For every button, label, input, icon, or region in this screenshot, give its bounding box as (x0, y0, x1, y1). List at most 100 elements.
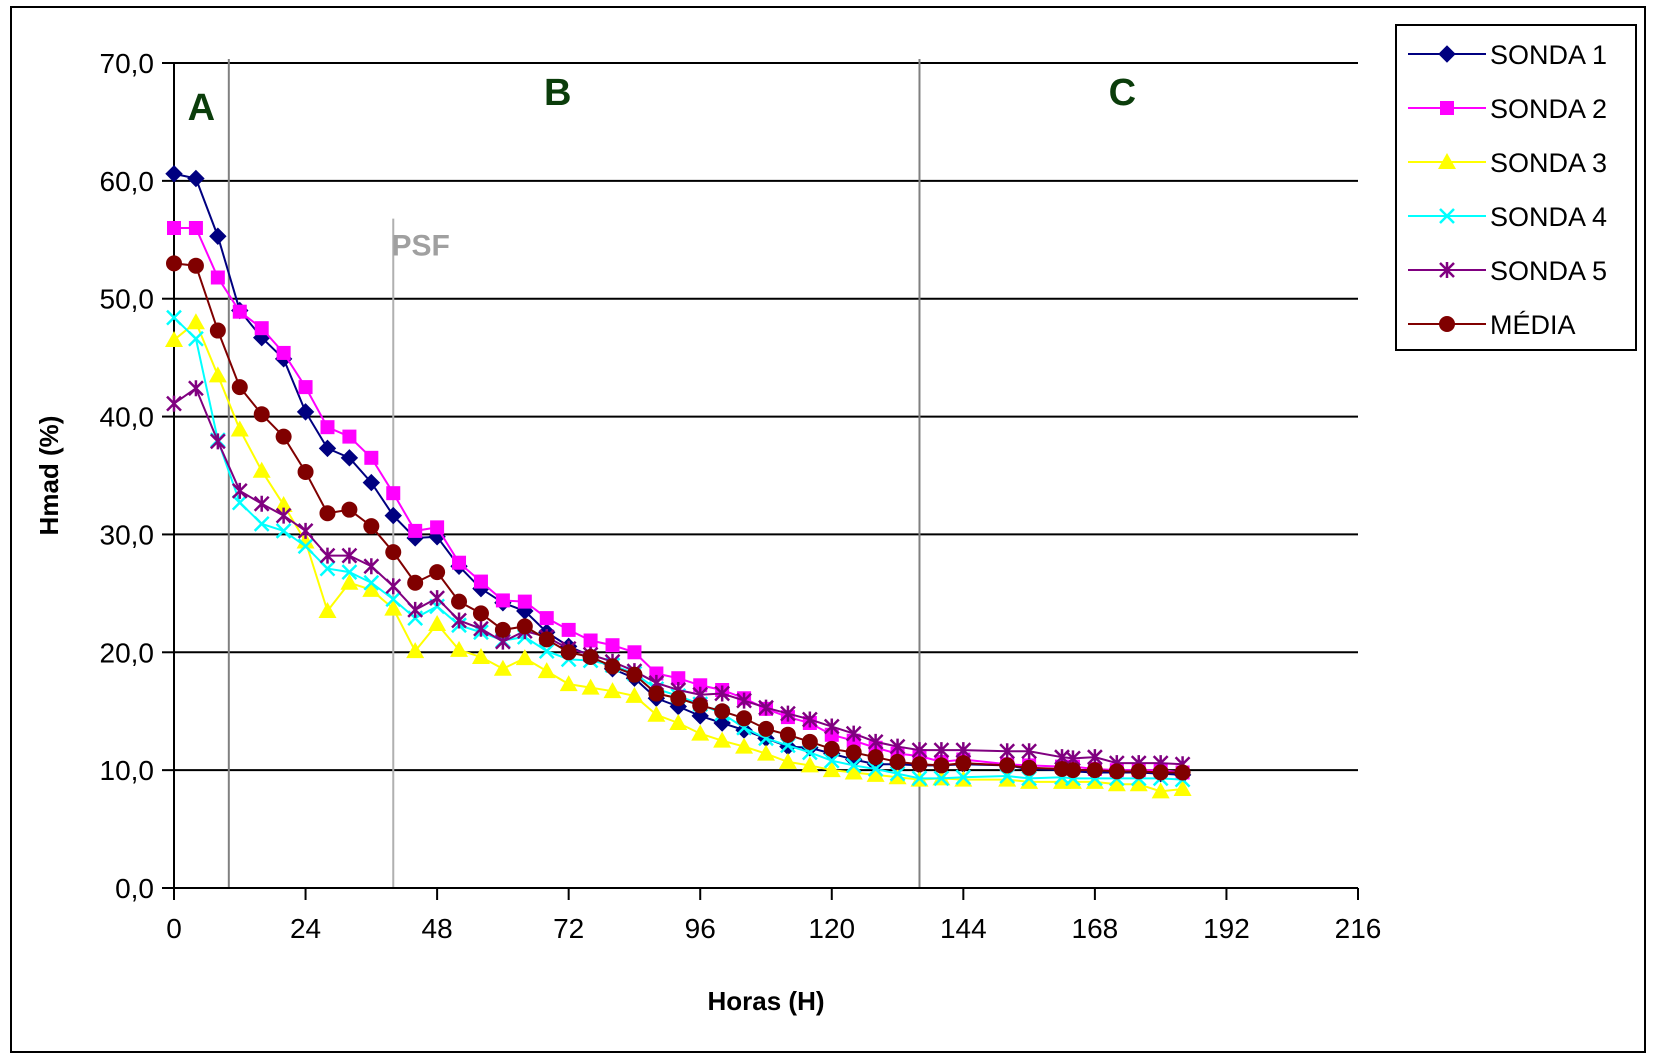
data-point (297, 522, 314, 539)
data-point (1085, 772, 1104, 789)
data-point (999, 743, 1016, 760)
data-point (209, 433, 226, 450)
x-tick-label: 96 (685, 913, 716, 944)
y-tick-label: 0,0 (115, 873, 154, 904)
data-point (297, 463, 314, 480)
data-point (165, 330, 183, 347)
data-point (363, 518, 380, 535)
series-line (173, 316, 1183, 781)
data-point (298, 380, 313, 395)
data-point (253, 406, 270, 423)
legend-marker (1439, 262, 1455, 278)
data-point (231, 482, 248, 499)
data-point (647, 705, 666, 722)
region-label-c: C (1109, 72, 1136, 114)
series-line (173, 262, 1183, 774)
data-point (933, 742, 950, 759)
data-point (166, 395, 182, 412)
data-point (845, 757, 862, 774)
data-point (911, 770, 928, 787)
data-point (363, 558, 380, 575)
x-tick-label: 192 (1203, 913, 1250, 944)
data-point (670, 690, 687, 707)
data-point (867, 761, 884, 777)
legend-item: SONDA 1 (1408, 40, 1607, 70)
data-point (166, 309, 182, 326)
data-point (341, 547, 358, 564)
data-point (318, 602, 337, 619)
legend-marker (1439, 208, 1455, 224)
data-point (778, 752, 797, 769)
legend: SONDA 1 SONDA 2 SONDA 3 SONDA 4 SONDA 5 MÉDIA (1395, 24, 1637, 351)
legend-item: SONDA 4 (1408, 202, 1607, 232)
data-point (889, 753, 906, 770)
y-tick-label: 10,0 (100, 755, 155, 786)
data-point (823, 740, 840, 757)
data-point (823, 752, 840, 769)
y-tick-label: 60,0 (100, 166, 155, 197)
data-point (296, 403, 315, 421)
data-point (296, 532, 315, 549)
data-point (1021, 759, 1038, 776)
data-point (1020, 772, 1039, 789)
data-point (537, 662, 556, 679)
data-point (911, 742, 928, 759)
data-point (231, 494, 248, 511)
data-point (691, 724, 710, 741)
data-point (167, 221, 181, 235)
data-point (845, 725, 862, 742)
data-point (1086, 762, 1103, 779)
data-point (736, 710, 753, 727)
data-point (693, 678, 708, 693)
data-point (758, 720, 774, 737)
data-point (275, 428, 292, 445)
data-point (407, 601, 424, 618)
data-point (866, 765, 885, 782)
legend-marker (1438, 45, 1456, 63)
series-3 (165, 313, 1192, 799)
data-point (582, 649, 599, 665)
x-tick-label: 24 (290, 913, 321, 944)
data-point (823, 718, 840, 735)
chart-frame (10, 6, 1646, 1053)
data-point (559, 675, 578, 692)
x-tick-label: 168 (1072, 913, 1119, 944)
data-point (473, 620, 489, 637)
data-point (736, 692, 752, 709)
data-point (297, 538, 314, 555)
data-point (187, 257, 204, 274)
x-axis-title: Horas (H) (707, 986, 824, 1016)
data-point (1152, 764, 1169, 781)
data-point (471, 648, 490, 664)
data-point (1107, 775, 1126, 792)
y-tick-label: 30,0 (100, 519, 155, 550)
x-tick-label: 48 (422, 913, 453, 944)
data-point (757, 744, 775, 761)
data-point (276, 345, 291, 360)
legend-label: SONDA 1 (1490, 40, 1607, 70)
data-point (998, 770, 1017, 787)
data-point (340, 449, 359, 467)
data-point (671, 671, 686, 686)
y-axis-title: Hmad (%) (34, 416, 64, 536)
data-point (933, 770, 950, 787)
data-point (605, 638, 620, 653)
legend-label: SONDA 3 (1490, 148, 1607, 178)
data-point (319, 560, 336, 577)
data-point (801, 711, 818, 728)
data-point (581, 678, 600, 695)
legend-label: SONDA 2 (1490, 94, 1607, 124)
y-tick-label: 20,0 (100, 637, 155, 668)
data-point (430, 520, 445, 535)
data-point (253, 495, 270, 512)
data-point (538, 643, 555, 659)
series-line (174, 227, 1183, 774)
data-point (188, 380, 204, 397)
data-point (1021, 743, 1037, 760)
legend-marker (1439, 316, 1455, 332)
data-point (515, 649, 534, 666)
data-point (363, 574, 380, 591)
data-point (188, 330, 204, 347)
x-tick-label: 216 (1335, 913, 1382, 944)
x-tick-label: 0 (166, 913, 182, 944)
